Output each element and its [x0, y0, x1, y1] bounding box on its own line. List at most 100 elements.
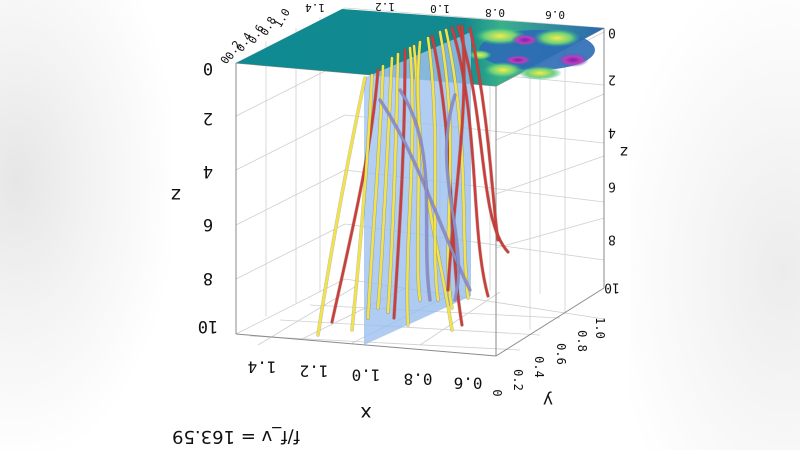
streamline-20 [445, 93, 460, 302]
top-x-tick-3-text: 1.2 [375, 0, 395, 13]
top-y-tick-5-text: 1.0 [272, 6, 293, 30]
z-tick-2-text: 4 [203, 161, 213, 181]
streamline-13 [444, 28, 470, 300]
x-tick-0-text: 0.6 [454, 373, 483, 392]
streamline-4 [376, 56, 394, 310]
streamline-3 [366, 64, 385, 320]
streamline-2 [350, 73, 374, 332]
svg-text:f/f_v = 163.59: f/f_v = 163.59 [172, 426, 300, 447]
top-x-tick-1: 0.8 [485, 6, 505, 19]
z-tick-5-text: 10 [198, 316, 218, 336]
z-right-tick-0-text: 0 [608, 24, 616, 39]
z-right-tick-4-text: 8 [608, 231, 616, 246]
streamline-19 [398, 88, 432, 302]
x-tick-3-text: 1.2 [300, 361, 329, 380]
top-x-tick-3: 1.2 [375, 0, 395, 13]
streamline-0 [316, 76, 367, 337]
streamline-5 [386, 52, 400, 314]
y-tick-4: 0.8 [575, 330, 589, 352]
z-tick-3: 6 [203, 214, 213, 234]
grid-line [235, 278, 346, 335]
svg-text:z: z [171, 184, 181, 206]
streamline-6 [392, 48, 407, 320]
streamline-1 [330, 68, 380, 324]
top-x-tick-4-text: 1.4 [305, 1, 325, 14]
top-x-tick-1-text: 0.8 [485, 6, 505, 19]
y-tick-0-text: 0 [490, 389, 504, 396]
z-right-tick-1: 2 [608, 71, 616, 86]
z-tick-2: 4 [203, 161, 213, 181]
z-right-tick-2-text: 4 [608, 124, 616, 139]
streamline-7 [405, 46, 414, 327]
grid-line [495, 155, 605, 195]
z-tick-3-text: 6 [203, 214, 213, 234]
z-right-tick-3-text: 6 [608, 178, 616, 193]
frequency-caption: f/f_v = 163.59 [172, 426, 300, 447]
grid-line [235, 114, 346, 171]
z-tick-0-text: 0 [203, 58, 213, 78]
background-shade-left [0, 0, 170, 450]
svg-text:x: x [360, 402, 371, 424]
top-x-tick-2-text: 1.0 [430, 2, 450, 15]
grid-line [249, 335, 521, 351]
z-axis-label-right: z [620, 143, 628, 161]
y-tick-1: 0.2 [511, 369, 525, 391]
y-tick-2: 0.4 [532, 356, 546, 378]
background-shade-right [630, 0, 800, 450]
x-tick-2-text: 1.0 [352, 365, 381, 384]
grid-line [235, 223, 346, 280]
z-tick-1-text: 2 [203, 108, 213, 128]
grid-line [257, 284, 359, 346]
streamline-10 [426, 36, 440, 302]
y-tick-0: 0 [490, 389, 504, 396]
z-right-tick-0: 0 [608, 24, 616, 39]
top-x-tick-4: 1.4 [305, 1, 325, 14]
z-right-tick-3: 6 [608, 178, 616, 193]
top-x-tick-2: 1.0 [430, 2, 450, 15]
top-y-tick-5: 1.0 [272, 6, 293, 30]
grid-line [495, 217, 605, 249]
z-tick-0: 0 [203, 58, 213, 78]
x-axis-label: x [360, 402, 371, 424]
x-tick-1: 0.8 [404, 369, 433, 388]
grid-line [279, 319, 541, 336]
streamline-16 [446, 24, 466, 292]
x-tick-2: 1.0 [352, 365, 381, 384]
top-x-tick-0: 0.6 [545, 8, 565, 21]
grid-line [235, 169, 346, 226]
y-tick-5: 1.0 [593, 317, 607, 339]
y-tick-4-text: 0.8 [575, 330, 589, 352]
frame-edge [235, 333, 497, 357]
x-tick-3: 1.2 [300, 361, 329, 380]
svg-text:y: y [543, 390, 553, 410]
y-tick-3-text: 0.6 [554, 343, 568, 365]
y-tick-2-text: 0.4 [532, 356, 546, 378]
y-tick-5-text: 1.0 [593, 317, 607, 339]
z-tick-5: 10 [198, 316, 218, 336]
z-right-tick-5: 10 [604, 279, 620, 294]
z-right-tick-2: 4 [608, 124, 616, 139]
frame-edge [495, 287, 605, 357]
z-tick-4-text: 8 [203, 268, 213, 288]
z-tick-1: 2 [203, 108, 213, 128]
y-tick-3: 0.6 [554, 343, 568, 365]
z-axis-label: z [171, 184, 181, 206]
z-tick-4: 8 [203, 268, 213, 288]
top-x-tick-0-text: 0.6 [545, 8, 565, 21]
z-right-tick-1-text: 2 [608, 71, 616, 86]
svg-text:z: z [620, 143, 628, 161]
grid-line [344, 7, 605, 29]
y-tick-1-text: 0.2 [511, 369, 525, 391]
z-right-tick-4: 8 [608, 231, 616, 246]
streamline-9 [416, 40, 454, 332]
y-axis-label: y [543, 390, 553, 410]
grid-line [495, 93, 605, 141]
streamline-17 [468, 26, 500, 242]
x-tick-0: 0.6 [454, 373, 483, 392]
x-tick-1-text: 0.8 [404, 369, 433, 388]
streamlines [316, 24, 510, 337]
streamline-14 [450, 26, 490, 298]
z-right-tick-5-text: 10 [604, 279, 620, 294]
x-tick-4: 1.4 [248, 357, 277, 376]
